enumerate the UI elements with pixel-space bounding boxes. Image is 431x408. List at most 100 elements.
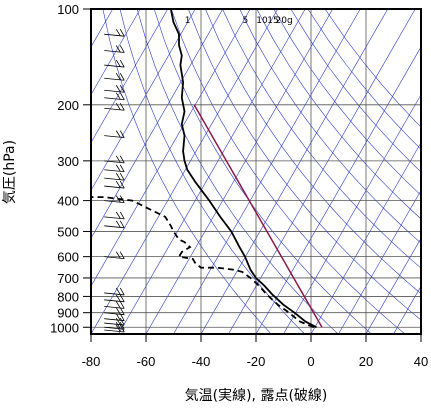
isotherm-line [91,9,224,239]
wind-barb-flag [115,73,121,80]
wind-barb-flag [115,195,121,203]
isotherm-line [173,9,361,334]
y-tick-label: 300 [57,154,79,169]
x-tick-label: -60 [137,354,156,369]
y-tick-label: 700 [57,271,79,286]
adiabat-line [136,9,339,334]
mixing-ratio-label: 15 [267,16,278,26]
wind-barb [104,85,125,93]
wind-barb-flag [115,59,121,67]
isotherm-line [228,9,416,334]
wind-barb-flag [115,211,121,219]
wind-barb [104,322,125,330]
wind-barb [104,324,125,333]
wind-barb-staff [104,292,125,296]
adiabat-line [153,9,372,334]
adiabat-line [102,9,272,334]
wind-barb [104,287,125,296]
wind-barb-staff [104,77,125,81]
wind-barb-flag [115,172,121,180]
wind-barb [104,307,125,316]
wind-barb-staff [104,89,125,93]
adiabat-line [171,9,406,334]
y-tick-label: 200 [57,98,79,113]
wind-barb-flag [115,313,121,321]
wind-barb-flag [119,29,125,37]
wind-barb-staff [104,185,125,189]
wind-barb-flag [119,130,125,138]
wind-barb-staff [104,135,125,139]
wind-barb-staff [104,306,125,309]
adiabat-line [290,9,421,173]
wind-barb-staff [104,50,125,53]
reference-line-layer [193,104,323,328]
wind-barb-staff [104,33,125,37]
isotherm-line [338,189,421,334]
adiabat-line [273,9,421,196]
x-axis-title: 気温(実線), 露点(破線) [185,388,328,404]
wind-barb-flag [115,103,121,110]
isotherm-line [420,333,421,334]
wind-barb-flag [119,85,125,93]
wind-barb [104,130,125,139]
adiabat-line [205,9,421,295]
isotherm-lines [91,9,421,334]
isotherm-line [365,237,421,334]
wind-barb-flag [115,28,121,36]
dewpoint-profile [91,196,315,329]
wind-barb-flag [115,301,121,309]
wind-barb [104,180,125,189]
wind-barb-flag [119,301,125,309]
wind-barb-staff [104,169,125,173]
wind-barb-staff [104,225,125,229]
wind-barb-flag [119,45,125,53]
wind-barb-staff [104,256,125,260]
temperature-profile [169,9,317,329]
wind-barb-flag [119,164,125,172]
wind-barb-flag [119,195,125,203]
wind-barb-flag [115,294,121,302]
wind-barb-flag [119,180,125,189]
wind-barb [104,172,125,181]
wind-barb-flag [115,85,121,92]
wind-barb-flag [119,317,125,326]
wind-barb [104,59,125,68]
y-tick-label: 900 [57,306,79,321]
wind-barb-staff [104,200,125,204]
y-axis-title: 気圧(hPa) [2,140,18,204]
wind-barb-staff [104,326,125,330]
isotherm-line [200,9,389,334]
wind-barb [104,73,125,81]
wind-barb [104,211,125,220]
wind-barb-flag [115,130,121,138]
wind-barb-staff [104,216,125,220]
wind-barb [104,301,125,309]
y-tick-label: 600 [57,250,79,265]
wind-barb-flag [115,164,121,172]
adiabat-line [222,9,421,269]
wind-barbs [104,28,125,333]
x-tick-label: 40 [414,354,428,369]
wind-barb [104,317,125,326]
wind-barb-flag [115,45,121,53]
wind-barb-flag [119,92,125,100]
wind-barb [104,28,125,37]
isotherm-line [91,9,196,192]
wind-barb-flag [119,251,125,259]
adiabat-line [307,9,421,150]
sounding-profiles [91,9,317,329]
wind-barb-flag [119,313,125,321]
wind-barb-staff [104,160,125,164]
y-tick-label: 1000 [50,320,79,335]
wind-barb [104,45,125,53]
wind-barb-flag [119,155,125,164]
wind-barb-staff [104,322,125,326]
isotherm-line [283,94,421,334]
isotherm-line [145,9,334,334]
wind-barb-staff [104,318,125,322]
wind-barb-staff [104,64,125,68]
wind-barb-flag [119,287,125,296]
